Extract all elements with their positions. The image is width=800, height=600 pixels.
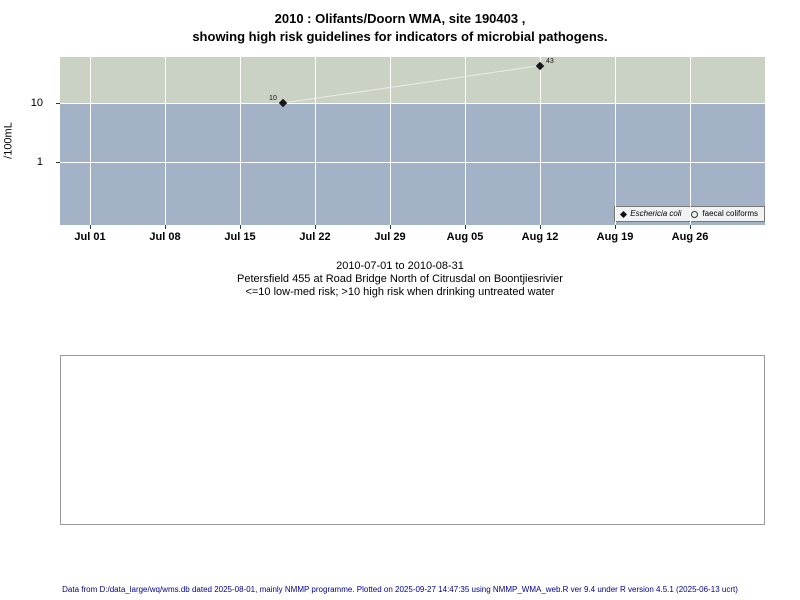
x-tick-mark (465, 225, 466, 229)
x-tick-mark (390, 225, 391, 229)
caption-site-name: Petersfield 455 at Road Bridge North of … (237, 273, 563, 285)
legend: Eschericia coli faecal coliforms (614, 206, 765, 222)
vertical-gridline (465, 57, 466, 225)
plot-area: Eschericia coli faecal coliforms 10 43 (60, 57, 765, 225)
horizontal-gridline (60, 103, 765, 104)
y-tick-label: 1 (36, 156, 43, 168)
filled-diamond-icon (620, 210, 628, 218)
x-tick-label: Jul 22 (299, 231, 331, 243)
footer-note: Data from D:/data_large/wq/wms.db dated … (62, 585, 738, 594)
caption-risk-note: <=10 low-med risk; >10 high risk when dr… (245, 286, 555, 298)
x-tick-mark (315, 225, 316, 229)
vertical-gridline (165, 57, 166, 225)
chart-title: 2010 : Olifants/Doorn WMA, site 190403 ,… (0, 10, 800, 46)
legend-label-ecoli: Eschericia coli (630, 209, 682, 218)
vertical-gridline (390, 57, 391, 225)
y-tick-label: 10 (30, 97, 43, 109)
open-circle-icon (691, 210, 699, 218)
chart-title-line-2: showing high risk guidelines for indicat… (192, 29, 608, 44)
legend-label-faecal-coliforms: faecal coliforms (702, 209, 758, 218)
low-risk-band (60, 103, 765, 225)
y-tick-mark (56, 162, 60, 163)
x-tick-mark (165, 225, 166, 229)
legend-entry-faecal-coliforms: faecal coliforms (691, 209, 758, 219)
y-axis: 10 1 (0, 57, 60, 225)
empty-panel (60, 355, 765, 525)
x-tick-mark (540, 225, 541, 229)
x-tick-mark (690, 225, 691, 229)
series-connector-line (282, 65, 541, 104)
vertical-gridline (90, 57, 91, 225)
x-tick-label: Aug 26 (671, 231, 709, 243)
x-tick-mark (240, 225, 241, 229)
x-axis: Jul 01 Jul 08 Jul 15 Jul 22 Jul 29 Aug 05 Aug … (60, 225, 765, 249)
legend-entry-ecoli: Eschericia coli (620, 209, 682, 219)
chart-title-line-1: 2010 : Olifants/Doorn WMA, site 190403 , (274, 11, 526, 26)
vertical-gridline (615, 57, 616, 225)
vertical-gridline (315, 57, 316, 225)
data-point-label: 10 (269, 95, 277, 102)
high-risk-band (60, 57, 765, 103)
x-tick-label: Aug 19 (596, 231, 634, 243)
caption-date-range: 2010-07-01 to 2010-08-31 (336, 260, 464, 272)
x-tick-label: Jul 29 (374, 231, 406, 243)
x-tick-label: Jul 15 (224, 231, 256, 243)
y-tick-mark (56, 103, 60, 104)
horizontal-gridline (60, 162, 765, 163)
x-tick-mark (90, 225, 91, 229)
caption: 2010-07-01 to 2010-08-31 Petersfield 455… (0, 260, 800, 299)
x-tick-label: Aug 05 (446, 231, 484, 243)
x-tick-label: Jul 08 (149, 231, 181, 243)
x-tick-mark (615, 225, 616, 229)
data-point-label: 43 (546, 57, 554, 65)
vertical-gridline (690, 57, 691, 225)
x-tick-label: Jul 01 (74, 231, 106, 243)
x-tick-label: Aug 12 (521, 231, 559, 243)
vertical-gridline (540, 57, 541, 225)
vertical-gridline (240, 57, 241, 225)
